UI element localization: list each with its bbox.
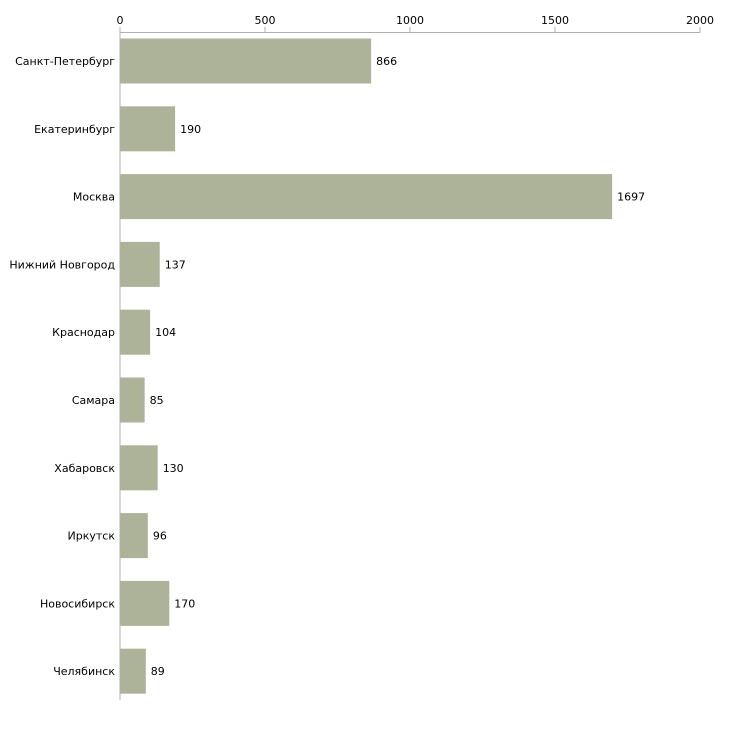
category-label: Москва xyxy=(73,191,115,204)
value-label: 170 xyxy=(174,597,195,610)
bar xyxy=(120,106,176,152)
category-labels: Санкт-Петербург Екатеринбург Москва Нижний … xyxy=(9,55,115,678)
value-label: 137 xyxy=(165,258,186,271)
value-label: 1697 xyxy=(617,191,645,204)
value-label: 866 xyxy=(376,55,397,68)
value-label: 130 xyxy=(163,462,184,475)
bars xyxy=(120,38,613,694)
bar xyxy=(120,580,170,626)
x-tick-label: 1000 xyxy=(396,14,424,27)
x-tick-label: 1500 xyxy=(541,14,569,27)
category-label: Краснодар xyxy=(52,326,115,339)
bar xyxy=(120,377,145,423)
category-label: Иркутск xyxy=(68,530,116,543)
bar xyxy=(120,241,160,287)
value-label: 89 xyxy=(151,665,165,678)
bar xyxy=(120,445,158,491)
category-label: Новосибирск xyxy=(40,597,115,610)
category-label: Хабаровск xyxy=(54,462,115,475)
value-label: 85 xyxy=(150,394,164,407)
x-tick-label: 500 xyxy=(255,14,276,27)
value-label: 96 xyxy=(153,530,167,543)
bar xyxy=(120,513,148,559)
category-label: Екатеринбург xyxy=(34,123,115,136)
bar xyxy=(120,38,372,84)
category-label: Нижний Новгород xyxy=(9,258,115,271)
category-label: Самара xyxy=(72,394,115,407)
value-label: 190 xyxy=(180,123,201,136)
bar xyxy=(120,648,146,694)
bar xyxy=(120,174,613,220)
category-label: Челябинск xyxy=(53,665,115,678)
category-label: Санкт-Петербург xyxy=(15,55,115,68)
x-tick-label: 0 xyxy=(117,14,124,27)
x-tick-label: 2000 xyxy=(686,14,714,27)
value-labels: 866 190 1697 137 104 85 130 96 170 89 xyxy=(150,55,645,678)
value-label: 104 xyxy=(155,326,176,339)
bar xyxy=(120,309,151,355)
x-axis-ticks: 0 500 1000 1500 2000 xyxy=(117,14,714,33)
